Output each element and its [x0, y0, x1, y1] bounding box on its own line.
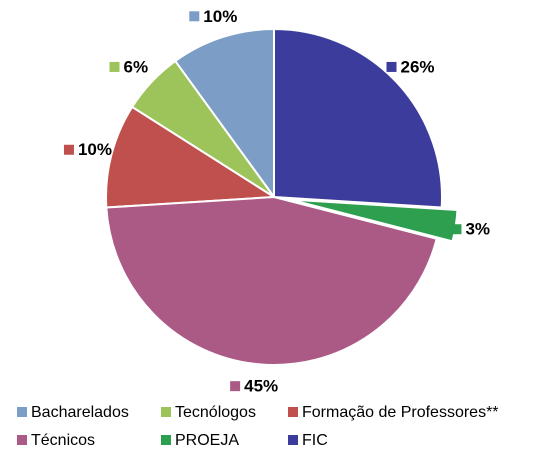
label-key [63, 144, 74, 155]
legend-label: FIC [302, 432, 328, 449]
data-label: 10% [203, 7, 237, 26]
legend-label: Bacharelados [31, 404, 129, 421]
data-label: 3% [465, 220, 490, 239]
pie-slice [105, 195, 438, 366]
label-key [109, 61, 120, 72]
legend-swatch [17, 435, 27, 445]
pie-slice [273, 27, 443, 209]
data-label: 10% [78, 140, 112, 159]
label-key [386, 61, 397, 72]
label-key [451, 224, 462, 235]
legend-swatch [161, 435, 171, 445]
legend-swatch [17, 407, 27, 417]
legend-label: PROEJA [175, 432, 239, 449]
data-label: 26% [401, 57, 435, 76]
legend-swatch [161, 407, 171, 417]
legend-label: Técnicos [31, 432, 95, 449]
pie-slice [105, 105, 278, 209]
legend-swatch [288, 435, 298, 445]
data-label: 45% [244, 377, 278, 396]
pie-slice [173, 27, 275, 201]
legend-label: Formação de Professores** [302, 404, 499, 421]
legend-swatch [288, 407, 298, 417]
label-key [230, 381, 241, 392]
legend-label: Tecnólogos [175, 404, 256, 421]
label-key [189, 11, 200, 22]
data-label: 6% [123, 57, 148, 76]
